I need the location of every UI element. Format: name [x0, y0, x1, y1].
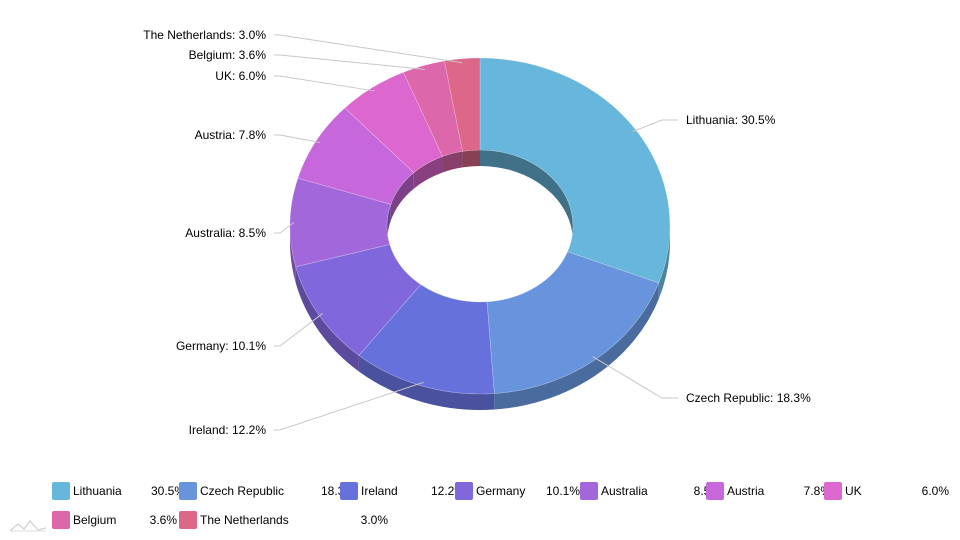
legend-label: Austria — [727, 484, 765, 498]
legend-label: The Netherlands — [200, 513, 289, 527]
legend-label: Ireland — [361, 484, 398, 498]
legend-label: Lithuania — [73, 484, 122, 498]
legend-value: 10.1% — [545, 484, 580, 498]
legend-label: Czech Republic — [200, 484, 285, 498]
donut-chart: Lithuania: 30.5% Czech Republic: 18.3% Ire… — [143, 28, 811, 437]
slice-side-ireland — [358, 355, 495, 410]
slice-inner-uk — [413, 156, 443, 189]
legend-swatch — [340, 482, 358, 500]
leader-line — [274, 381, 424, 431]
slice-lithuania[interactable] — [479, 57, 671, 284]
slice-the-netherlands[interactable] — [444, 57, 481, 152]
slice-label: Germany: 10.1% — [176, 339, 266, 353]
slice-side-lithuania — [658, 226, 670, 299]
slice-inner-belgium — [442, 151, 463, 173]
slice-side-australia — [290, 226, 296, 283]
slice-label: The Netherlands: 3.0% — [143, 28, 266, 42]
legend-swatch — [179, 511, 197, 529]
slice-label: Czech Republic: 18.3% — [686, 391, 811, 405]
legend-label: Australia — [601, 484, 648, 498]
legend-label: Belgium — [73, 513, 117, 527]
legend-swatch — [455, 482, 473, 500]
chart-legend: Lithuania 30.5% Czech Republic 18.3% Ireland… — [52, 481, 949, 539]
slice-label: Lithuania: 30.5% — [686, 113, 776, 127]
slice-label: Austria: 7.8% — [195, 128, 267, 142]
legend-swatch — [706, 482, 724, 500]
slice-label: UK: 6.0% — [215, 69, 266, 83]
leader-line — [631, 119, 678, 133]
legend-row: Belgium 3.6% The Netherlands 3.0% — [52, 510, 932, 539]
leader-line — [274, 313, 323, 347]
legend-value: 3.0% — [360, 513, 388, 527]
slice-inner-australia — [387, 204, 391, 242]
slice-czech-republic[interactable] — [486, 251, 660, 394]
legend-swatch — [580, 482, 598, 500]
slice-austria[interactable] — [297, 107, 415, 205]
leader-line — [274, 134, 320, 144]
legend-label: UK — [845, 484, 862, 498]
leader-line — [274, 75, 375, 92]
legend-swatch — [179, 482, 197, 500]
legend-swatch — [824, 482, 842, 500]
slice-side-czech-republic — [494, 282, 659, 410]
leader-line — [274, 54, 425, 70]
legend-value: 30.5% — [150, 484, 185, 498]
slice-label: Ireland: 12.2% — [189, 423, 267, 437]
legend-value: 3.6% — [149, 513, 177, 527]
legend-row: Lithuania 30.5% Czech Republic 18.3% Ireland… — [52, 481, 949, 510]
leader-line — [274, 34, 463, 64]
slice-inner-the-netherlands — [462, 150, 480, 168]
slice-side-germany — [295, 266, 359, 372]
slice-label: Australia: 8.5% — [185, 226, 266, 240]
leader-line — [274, 221, 295, 234]
legend-label: Germany — [476, 484, 526, 498]
slice-germany[interactable] — [295, 244, 422, 356]
legend-value: 6.0% — [921, 484, 949, 498]
slice-ireland[interactable] — [358, 284, 495, 395]
slice-inner-lithuania — [480, 150, 573, 242]
legend-swatch — [52, 482, 70, 500]
leader-line — [592, 356, 678, 399]
slice-label: Belgium: 3.6% — [189, 48, 267, 62]
chart-logo-icon — [9, 520, 47, 532]
legend-swatch — [52, 511, 70, 529]
slice-inner-austria — [390, 172, 414, 221]
